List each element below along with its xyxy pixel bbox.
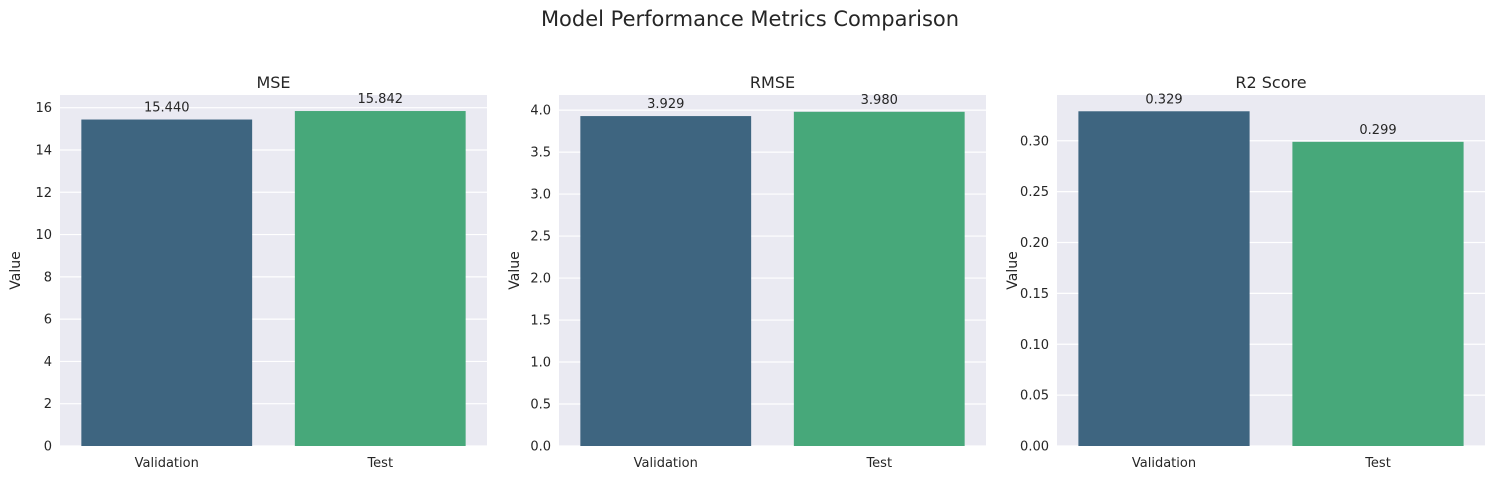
- y-tick-label: 8: [44, 270, 52, 285]
- bar-validation: [81, 119, 253, 446]
- bar-test: [793, 111, 965, 447]
- figure-title: Model Performance Metrics Comparison: [541, 7, 959, 31]
- y-tick-label: 0.15: [1020, 287, 1049, 302]
- y-tick-label: 0.25: [1020, 185, 1049, 200]
- bar-value-label: 15.842: [358, 92, 404, 107]
- y-tick-label: 14: [35, 143, 52, 158]
- chart-panel-1: 0 2 4 6 8 10 12 14 16 15.440 Validation 15.842 Test M…: [8, 73, 487, 471]
- y-axis-label: Value: [1005, 251, 1021, 289]
- y-tick-label: 1.5: [530, 314, 551, 329]
- y-tick-label: 3.0: [530, 188, 551, 203]
- y-tick-label: 0.5: [530, 398, 551, 413]
- y-tick-label: 16: [35, 101, 52, 116]
- x-tick-label: Test: [366, 456, 393, 471]
- y-tick-label: 0.10: [1020, 338, 1049, 353]
- y-tick-label: 0.0: [530, 440, 551, 455]
- y-tick-label: 0: [44, 440, 52, 455]
- y-tick-label: 2.5: [530, 230, 551, 245]
- chart-title: MSE: [256, 73, 290, 92]
- y-axis-label: Value: [8, 251, 24, 289]
- bar-value-label: 0.329: [1145, 92, 1182, 107]
- x-tick-label: Validation: [135, 456, 199, 471]
- chart-title: R2 Score: [1235, 73, 1306, 92]
- chart-title: RMSE: [750, 73, 795, 92]
- y-tick-label: 2: [44, 397, 52, 412]
- y-tick-label: 3.5: [530, 146, 551, 161]
- y-tick-label: 1.0: [530, 356, 551, 371]
- y-tick-label: 0.20: [1020, 236, 1049, 251]
- bar-value-label: 3.929: [647, 97, 684, 112]
- y-tick-label: 10: [35, 228, 52, 243]
- bar-test: [1292, 141, 1464, 447]
- y-tick-label: 0.05: [1020, 389, 1049, 404]
- bar-validation: [1078, 111, 1250, 446]
- y-axis-label: Value: [507, 251, 523, 289]
- x-tick-label: Validation: [1132, 456, 1196, 471]
- y-tick-label: 4.0: [530, 104, 551, 119]
- chart-panels: 0 2 4 6 8 10 12 14 16 15.440 Validation 15.842 Test M…: [8, 73, 1485, 471]
- bar-value-label: 15.440: [144, 101, 190, 116]
- bar-value-label: 3.980: [861, 93, 898, 108]
- y-tick-label: 4: [44, 355, 52, 370]
- bar-value-label: 0.299: [1359, 123, 1396, 138]
- x-tick-label: Test: [865, 456, 892, 471]
- chart-panel-2: 0.0 0.5 1.0 1.5 2.0 2.5 3.0 3.5 4.0 3.929 Validati…: [507, 73, 986, 471]
- x-tick-label: Validation: [634, 456, 698, 471]
- bar-test: [294, 111, 466, 446]
- chart-panel-3: 0.00 0.05 0.10 0.15 0.20 0.25 0.30 0.329 Validat…: [1005, 73, 1485, 471]
- x-tick-label: Test: [1364, 456, 1391, 471]
- bar-validation: [580, 116, 752, 447]
- y-tick-label: 2.0: [530, 272, 551, 287]
- y-tick-label: 0.00: [1020, 440, 1049, 455]
- y-tick-label: 12: [35, 186, 52, 201]
- y-tick-label: 6: [44, 313, 52, 328]
- y-tick-label: 0.30: [1020, 134, 1049, 149]
